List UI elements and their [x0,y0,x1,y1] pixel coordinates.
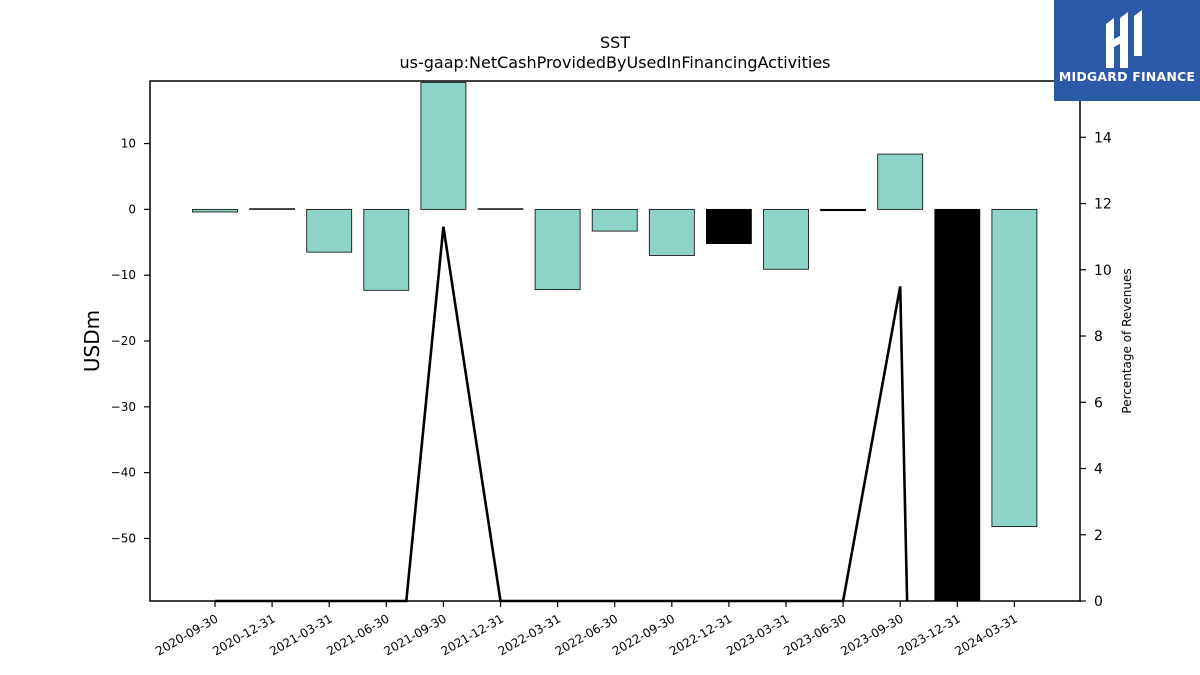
x-tick-label: 2023-03-31 [724,611,791,658]
bar [648,208,695,256]
bars-group [192,81,1038,602]
bar [534,208,581,291]
y2-tick-label: 12 [1094,197,1112,213]
x-tick-label: 2022-06-30 [553,611,620,658]
y2-tick-label: 4 [1094,462,1103,478]
y-tick-label: −40 [111,466,136,480]
y2-axis-label: Percentage of Revenues [1120,268,1134,413]
y2-tick-label: 8 [1094,329,1103,345]
y-tick-label: −50 [111,531,136,545]
bar [991,208,1038,528]
bar [591,208,638,232]
logo-text: MIDGARD FINANCE [1058,69,1196,84]
y-tick-label: 0 [128,202,136,216]
x-tick-label: 2022-03-31 [496,611,563,658]
x-tick-label: 2023-12-31 [895,611,962,658]
x-tick-label: 2021-09-30 [381,611,448,658]
y-tick-label: −10 [111,268,136,282]
y2-tick-label: 2 [1094,528,1103,544]
x-tick-label: 2022-12-31 [667,611,734,658]
y2-tick-label: 6 [1094,395,1103,411]
brand-logo: MIDGARD FINANCE [1054,0,1200,101]
x-tick-label: 2020-12-31 [210,611,277,658]
right-axis: 0 2 4 6 8 10 12 14 [1080,130,1112,610]
bar [192,208,238,213]
bar [477,208,524,210]
bar [249,208,296,210]
bar [420,81,467,210]
bar [363,208,410,291]
bar [763,208,809,270]
x-axis: 2020-09-302020-12-312021-03-312021-06-30… [153,601,1020,658]
x-tick-label: 2021-12-31 [439,611,506,658]
midgard-logo-icon [1106,10,1142,68]
bar [877,153,924,210]
chart-title: SST [600,33,630,52]
y-tick-label: 10 [121,137,136,151]
x-tick-label: 2023-09-30 [838,611,905,658]
bar [706,208,752,244]
chart-subtitle: us-gaap:NetCashProvidedByUsedInFinancing… [399,53,830,72]
y2-tick-label: 0 [1094,594,1103,610]
bar [306,208,353,253]
x-tick-label: 2021-06-30 [324,611,391,658]
bar [820,208,866,212]
y2-tick-label: 14 [1094,130,1112,146]
x-tick-label: 2020-09-30 [153,611,220,658]
y-tick-label: −20 [111,334,136,348]
x-tick-label: 2024-03-31 [952,611,1019,658]
y-tick-label: −30 [111,400,136,414]
left-axis: 10 0 −10 −20 −30 −40 −50 [111,137,150,545]
y2-tick-label: 10 [1094,263,1112,279]
x-tick-label: 2021-03-31 [267,611,334,658]
x-tick-label: 2023-06-30 [781,611,848,658]
bar [934,208,981,602]
y-axis-label: USDm [80,310,104,372]
x-tick-label: 2022-09-30 [610,611,677,658]
